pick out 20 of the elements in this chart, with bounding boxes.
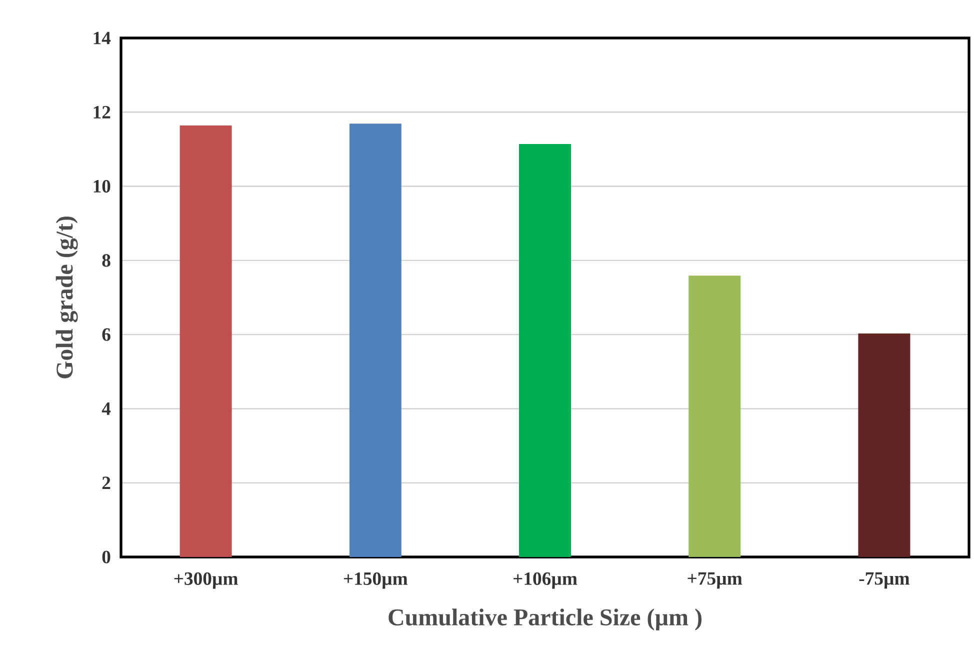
x-tick-label: +75µm: [688, 572, 742, 589]
x-tick-label: +300µm: [174, 572, 238, 589]
x-tick-label: +150µm: [344, 572, 408, 589]
x-tick-label: +106µm: [514, 572, 578, 589]
y-tick-label: 12: [94, 106, 110, 118]
bar: [858, 333, 910, 557]
y-tick-label: 14: [94, 32, 111, 44]
bar: [519, 144, 572, 557]
y-tick-label: 2: [102, 476, 110, 490]
y-tick-label: 8: [102, 254, 110, 267]
bar: [349, 124, 402, 557]
bar: [688, 276, 741, 557]
y-axis-title: Gold grade (g/t): [56, 216, 78, 378]
y-tick-label: 4: [102, 402, 111, 415]
bar: [180, 125, 232, 557]
y-tick-label: 6: [102, 328, 110, 341]
x-tick-label: -75µm: [859, 572, 910, 589]
x-axis-title: Cumulative Particle Size (µm ): [388, 608, 702, 630]
y-tick-label: 10: [94, 180, 110, 193]
y-tick-label: 0: [102, 550, 110, 564]
